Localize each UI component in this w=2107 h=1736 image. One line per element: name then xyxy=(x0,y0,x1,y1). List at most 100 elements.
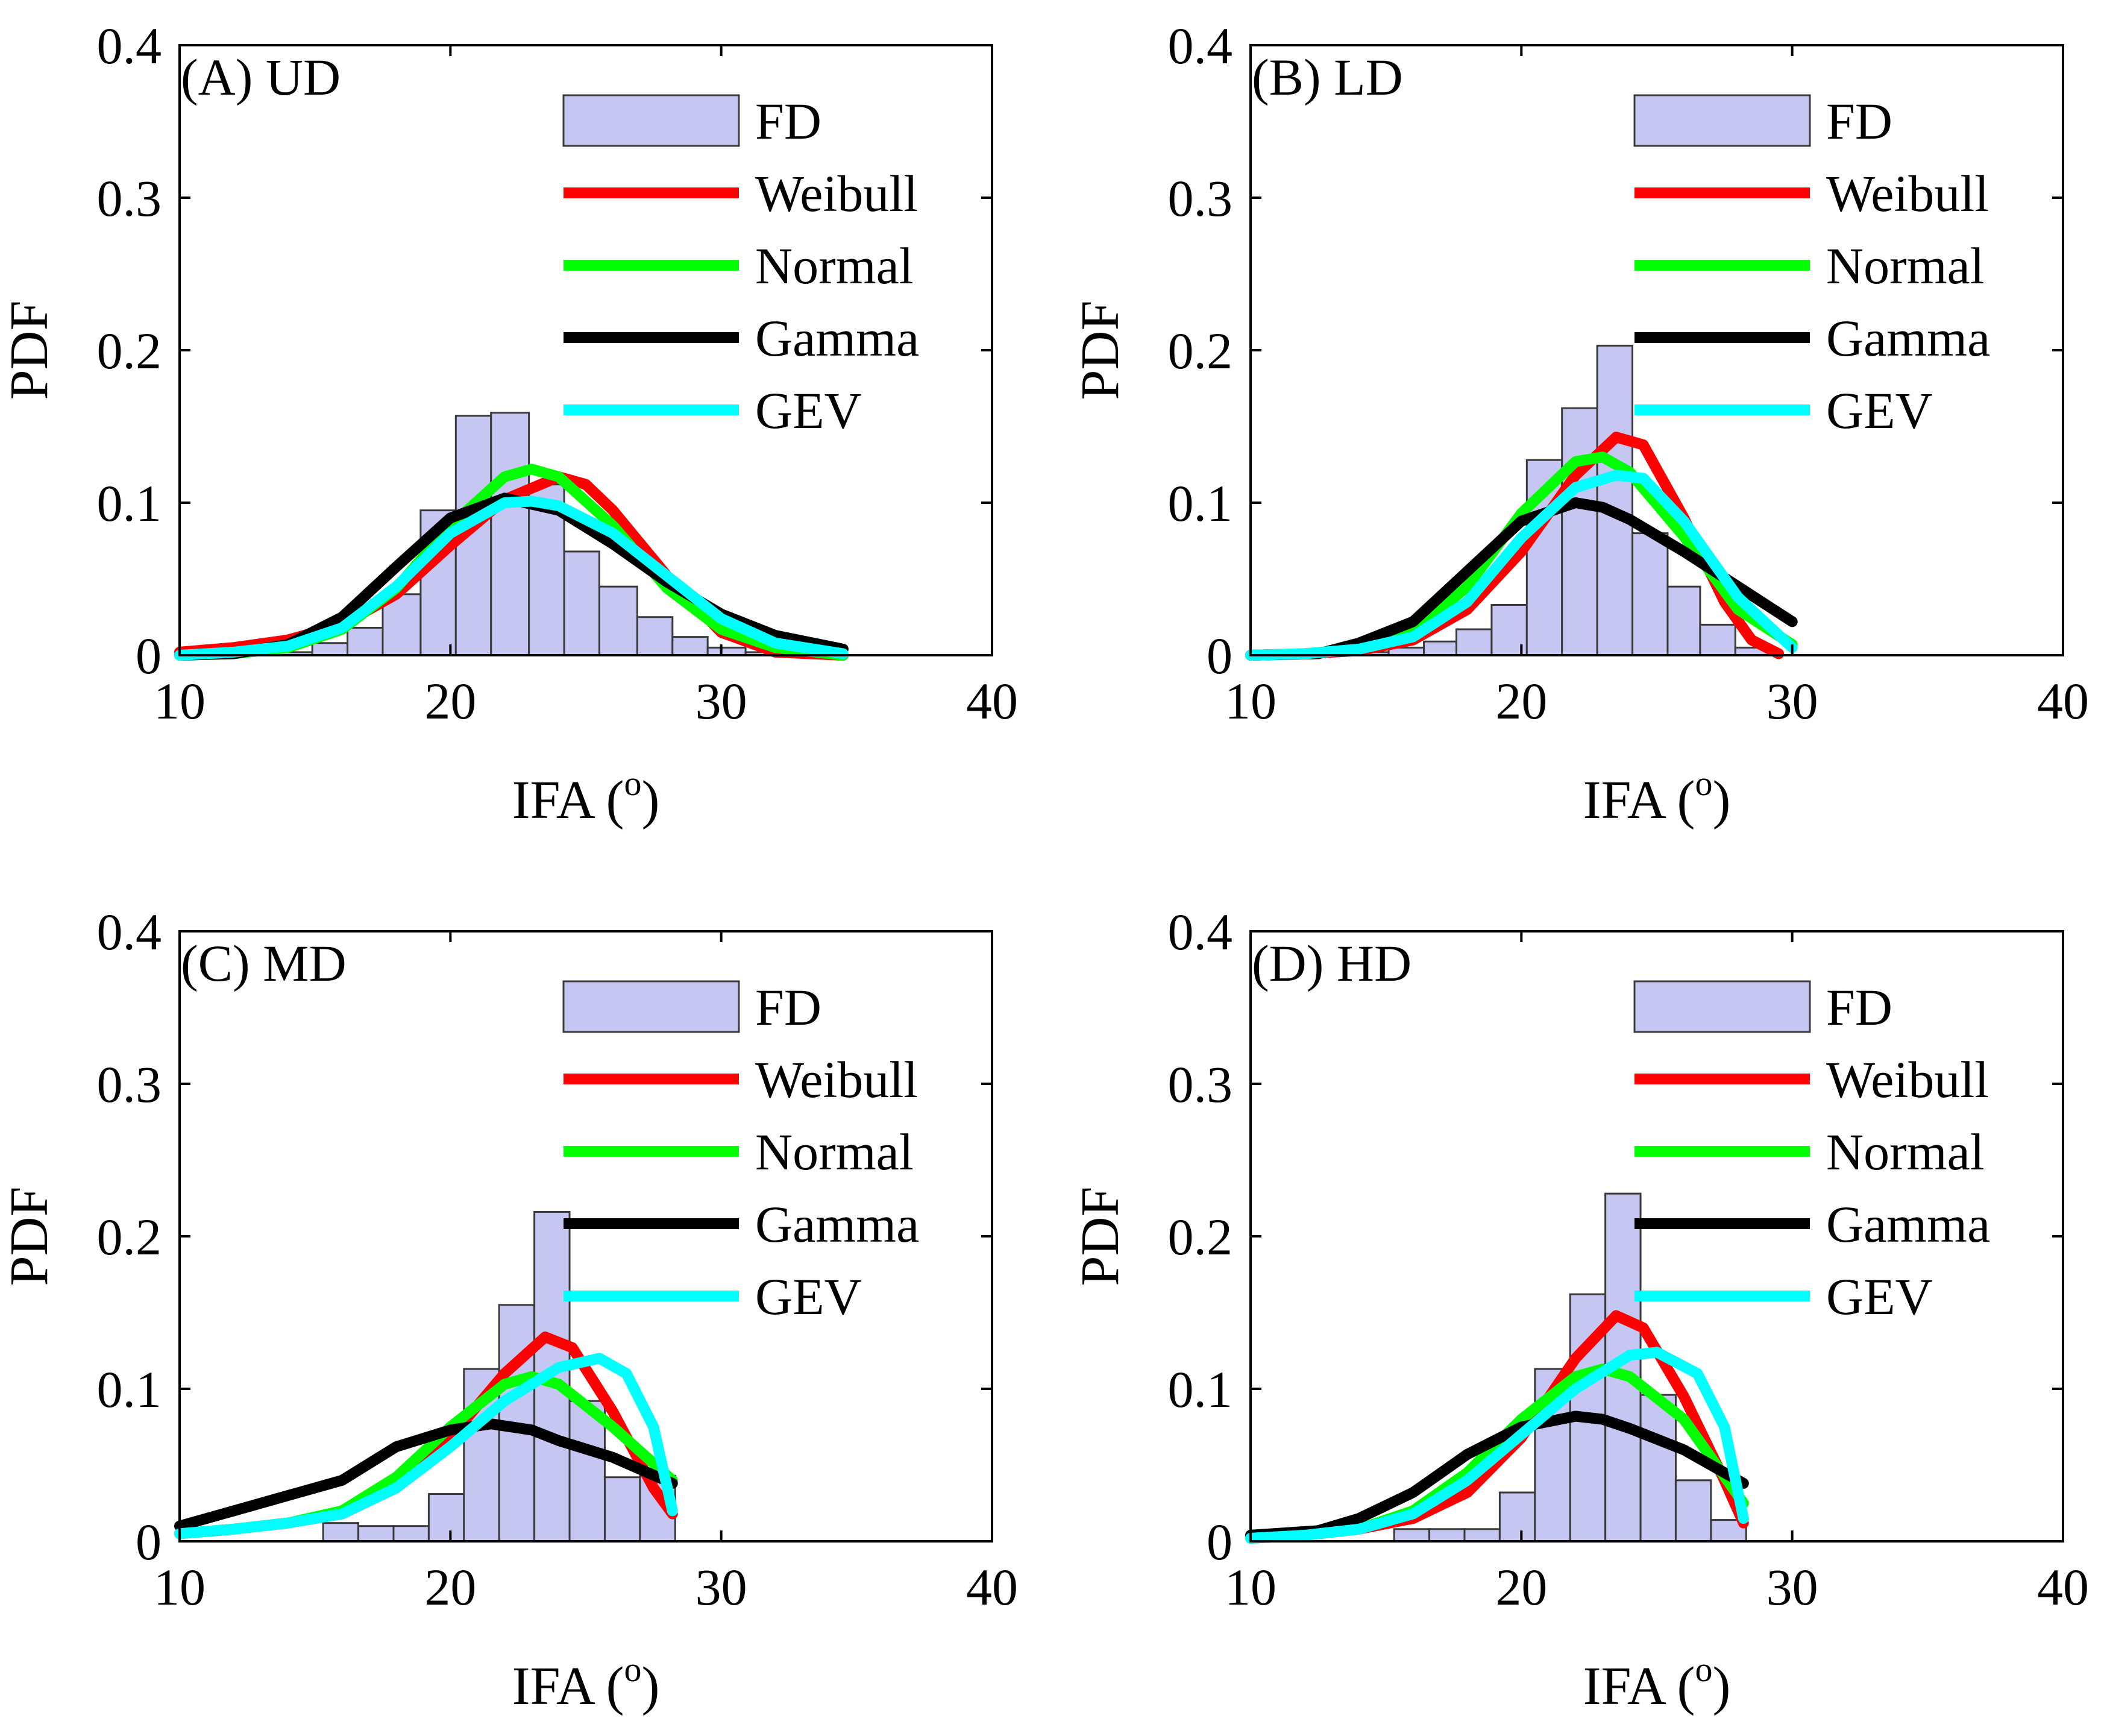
histogram-fd xyxy=(322,1211,676,1543)
histogram-bar xyxy=(603,1476,641,1543)
histogram-bar xyxy=(357,1525,395,1543)
histogram-bar xyxy=(1561,407,1598,656)
y-tick-label: 0.1 xyxy=(1168,1360,1233,1418)
histogram-fd xyxy=(1317,344,1772,656)
legend-label-fd: FD xyxy=(1826,92,1892,150)
x-axis-label: IFA (o) xyxy=(1583,1650,1731,1716)
y-tick-label: 0.2 xyxy=(97,322,162,380)
y-axis-label: PDF xyxy=(0,1186,59,1286)
panel-b: 10 20 30 40 0 0.1 0.2 0.3 0.4 (B) LD PDF IFA (o) FD W… xyxy=(1070,17,2089,830)
y-tick-label: 0.1 xyxy=(97,1360,162,1418)
legend-label-weibull: Weibull xyxy=(1826,165,1989,222)
histogram-bar xyxy=(1699,623,1736,656)
histogram-bar xyxy=(347,626,384,656)
legend: FD Weibull Normal Gamma GEV xyxy=(562,978,919,1326)
legend-swatch-fd xyxy=(562,94,740,147)
histogram-bar xyxy=(636,616,674,656)
x-tick-label: 10 xyxy=(1225,672,1276,730)
x-tick-label: 20 xyxy=(424,672,476,730)
histogram-bar xyxy=(598,585,638,656)
legend-label-weibull: Weibull xyxy=(1826,1051,1989,1109)
histogram-bar xyxy=(1639,1394,1677,1543)
y-tick-label: 0.1 xyxy=(1168,474,1233,532)
panel-title: (B) LD xyxy=(1252,48,1403,106)
x-tick-label: 20 xyxy=(1495,1558,1547,1616)
x-axis-label: IFA (o) xyxy=(1583,764,1731,830)
histogram-bar xyxy=(1498,1491,1536,1543)
histogram-bar xyxy=(1666,585,1701,656)
legend-label-gamma: Gamma xyxy=(1826,309,1990,367)
y-tick-label: 0.3 xyxy=(1168,1055,1233,1113)
histogram-bar xyxy=(322,1522,360,1543)
legend-swatch-fd xyxy=(1633,94,1811,147)
panel-title: (A) UD xyxy=(181,48,341,106)
y-tick-label: 0.3 xyxy=(1168,169,1233,227)
x-tick-label: 30 xyxy=(696,1558,747,1616)
legend: FD Weibull Normal Gamma GEV xyxy=(1633,978,1990,1326)
histogram-bar xyxy=(1596,344,1634,656)
y-tick-label: 0.2 xyxy=(1168,1208,1233,1266)
y-tick-label: 0 xyxy=(136,627,162,685)
y-tick-label: 0 xyxy=(1207,1513,1232,1571)
histogram-bar xyxy=(1393,1528,1431,1543)
legend-label-gev: GEV xyxy=(1826,1268,1933,1326)
y-tick-label: 0.2 xyxy=(1168,322,1233,380)
x-tick-label: 40 xyxy=(966,672,1018,730)
histogram-bar xyxy=(563,550,600,656)
legend-label-gev: GEV xyxy=(1826,382,1933,439)
y-tick-label: 0.3 xyxy=(97,1055,162,1113)
x-tick-label: 40 xyxy=(2037,672,2089,730)
y-tick-label: 0.1 xyxy=(97,474,162,532)
histogram-bar xyxy=(1674,1479,1712,1543)
legend-label-weibull: Weibull xyxy=(755,165,918,222)
legend-label-normal: Normal xyxy=(755,237,914,295)
histogram-bar xyxy=(392,1525,430,1543)
y-tick-label: 0.2 xyxy=(97,1208,162,1266)
panel-c: 10 20 30 40 0 0.1 0.2 0.3 0.4 (C) MD PDF IFA (o) FD W… xyxy=(0,903,1018,1716)
x-tick-label: 30 xyxy=(696,672,747,730)
legend-label-gamma: Gamma xyxy=(755,1195,919,1253)
legend-label-gev: GEV xyxy=(755,1268,862,1326)
legend-label-weibull: Weibull xyxy=(755,1051,918,1109)
y-tick-label: 0.4 xyxy=(1168,903,1233,961)
y-axis-label: PDF xyxy=(1070,300,1130,400)
legend-label-normal: Normal xyxy=(1826,1123,1985,1181)
histogram-bar xyxy=(1428,1528,1466,1543)
legend-label-normal: Normal xyxy=(755,1123,914,1181)
legend: FD Weibull Normal Gamma GEV xyxy=(1633,92,1990,439)
histogram-bar xyxy=(1423,640,1457,656)
x-tick-label: 40 xyxy=(2037,1558,2089,1616)
x-tick-label: 10 xyxy=(1225,1558,1276,1616)
series-line-gamma xyxy=(174,1418,678,1532)
histogram-bar xyxy=(490,412,530,656)
x-tick-label: 30 xyxy=(1766,1558,1818,1616)
y-tick-label: 0.3 xyxy=(97,169,162,227)
legend-swatch-fd xyxy=(1633,980,1811,1033)
x-tick-label: 30 xyxy=(1766,672,1818,730)
legend-label-fd: FD xyxy=(755,92,821,150)
x-axis-label: IFA (o) xyxy=(512,1650,660,1716)
legend-label-gev: GEV xyxy=(755,382,862,439)
x-tick-label: 40 xyxy=(966,1558,1018,1616)
y-axis-label: PDF xyxy=(1070,1186,1130,1286)
histogram-bar xyxy=(1631,532,1669,656)
legend-swatch-fd xyxy=(562,980,740,1033)
histogram-bar xyxy=(671,636,709,656)
histogram-bar xyxy=(1455,628,1493,656)
legend-label-fd: FD xyxy=(755,978,821,1036)
legend-label-gamma: Gamma xyxy=(755,309,919,367)
legend: FD Weibull Normal Gamma GEV xyxy=(562,92,919,439)
y-tick-label: 0 xyxy=(136,1513,162,1571)
x-tick-label: 10 xyxy=(154,672,206,730)
y-tick-label: 0.4 xyxy=(97,903,162,961)
series-line-gev xyxy=(1245,470,1798,661)
legend-label-normal: Normal xyxy=(1826,237,1985,295)
histogram-bar xyxy=(427,1493,465,1543)
y-axis-label: PDF xyxy=(0,300,59,400)
series-line-gev xyxy=(174,495,849,661)
panel-title: (C) MD xyxy=(181,934,347,992)
y-tick-label: 0 xyxy=(1207,627,1232,685)
x-tick-label: 20 xyxy=(424,1558,476,1616)
panel-a: 10 20 30 40 0 0.1 0.2 0.3 0.4 (A) UD PDF IFA (o) FD W… xyxy=(0,17,1018,830)
